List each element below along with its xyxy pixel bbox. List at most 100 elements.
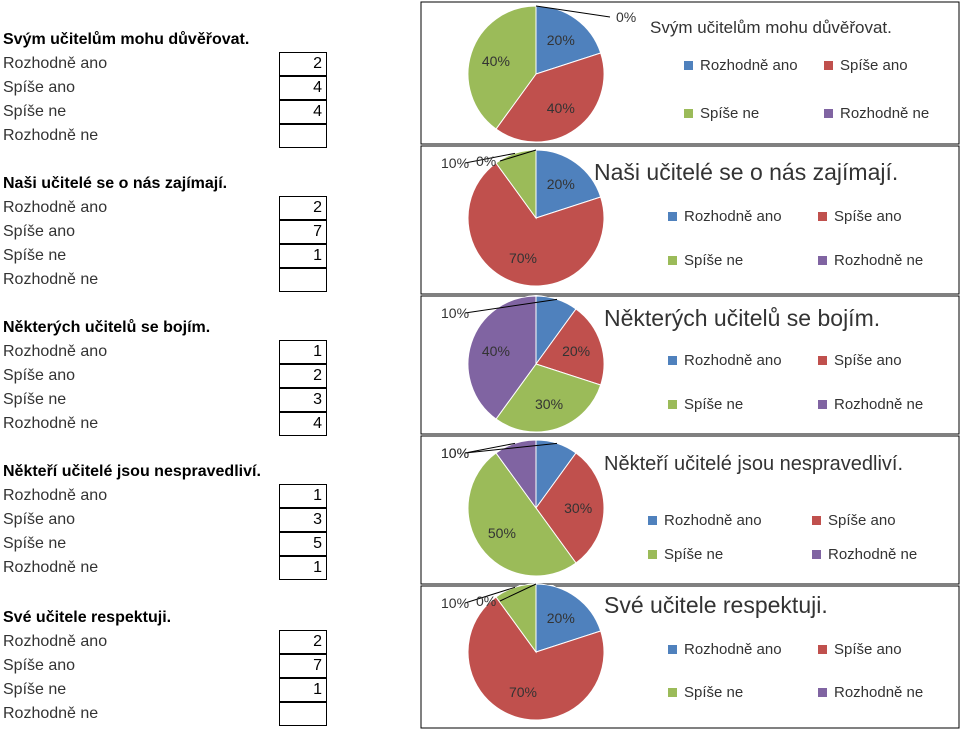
chart-title: Někteří učitelé jsou nespravedliví.: [604, 453, 903, 475]
answer-label: Spíše ano: [3, 657, 76, 674]
answer-count-cell[interactable]: 7: [279, 654, 327, 678]
legend-entry: Spíše ne: [700, 105, 759, 122]
pie-slice[interactable]: [495, 439, 537, 510]
answer-label: Spíše ne: [3, 535, 67, 552]
legend-entry: Rozhodně ne: [840, 105, 929, 122]
data-label: 20%: [547, 610, 575, 626]
leader-line: [535, 5, 611, 18]
pie-slice[interactable]: [495, 363, 602, 433]
answer-count-cell[interactable]: 7: [279, 220, 327, 244]
legend-swatch: [812, 516, 821, 525]
answer-label: Spíše ano: [3, 367, 76, 384]
answer-count-cell[interactable]: 2: [279, 364, 327, 388]
answer-count-cell[interactable]: 2: [279, 52, 327, 76]
answer-count-cell[interactable]: 1: [279, 484, 327, 508]
legend-entry: Spíše ano: [834, 208, 902, 225]
answer-count-cell[interactable]: 2: [279, 196, 327, 220]
answer-count-cell[interactable]: [279, 268, 327, 292]
answer-count-cell[interactable]: [279, 702, 327, 726]
legend-entry: Rozhodně ano: [684, 641, 782, 658]
answer-count-cell[interactable]: 3: [279, 508, 327, 532]
question-title: Naši učitelé se o nás zajímají.: [3, 175, 228, 192]
legend-entry: Spíše ano: [834, 641, 902, 658]
answer-count-cell[interactable]: 4: [279, 412, 327, 436]
data-label: 10%: [441, 305, 469, 321]
question-title: Své učitele respektuji.: [3, 609, 172, 626]
legend-swatch: [684, 61, 693, 70]
legend-swatch: [818, 212, 827, 221]
legend-swatch: [818, 645, 827, 654]
data-label: 10%: [441, 445, 469, 461]
legend-entry: Rozhodně ne: [828, 546, 917, 563]
answer-label: Rozhodně ano: [3, 343, 108, 360]
legend-entry: Spíše ne: [684, 396, 743, 413]
answer-count-cell[interactable]: 2: [279, 630, 327, 654]
legend-entry: Rozhodně ano: [700, 57, 798, 74]
chart-title: Své učitele respektuji.: [604, 592, 828, 618]
answer-label: Rozhodně ano: [3, 55, 108, 72]
pie-slice[interactable]: [535, 452, 605, 564]
data-label: 20%: [547, 176, 575, 192]
data-label: 20%: [547, 32, 575, 48]
leader-line: [464, 586, 516, 604]
answer-label: Spíše ano: [3, 79, 76, 96]
answer-count-cell[interactable]: 1: [279, 556, 327, 580]
data-label: 70%: [509, 684, 537, 700]
answer-count-cell[interactable]: 3: [279, 388, 327, 412]
data-label: 30%: [564, 500, 592, 516]
answer-count-cell[interactable]: 5: [279, 532, 327, 556]
answer-count-cell[interactable]: [279, 124, 327, 148]
pie-slice[interactable]: [467, 295, 537, 420]
legend-swatch: [818, 256, 827, 265]
answer-count-cell[interactable]: 1: [279, 678, 327, 702]
answer-count-cell[interactable]: 1: [279, 340, 327, 364]
pie-slice[interactable]: [535, 5, 602, 75]
answer-label: Rozhodně ne: [3, 271, 99, 288]
pie-slice[interactable]: [495, 52, 605, 143]
legend-swatch: [668, 212, 677, 221]
pie-slice[interactable]: [535, 149, 602, 219]
pie-slice[interactable]: [535, 583, 602, 653]
answer-count-cell[interactable]: 4: [279, 76, 327, 100]
answer-label: Spíše ne: [3, 391, 67, 408]
pie-slice[interactable]: [467, 5, 537, 130]
data-label: 0%: [616, 9, 636, 25]
answer-count-cell[interactable]: 1: [279, 244, 327, 268]
chart-title: Některých učitelů se bojím.: [604, 305, 880, 331]
data-label: 0%: [476, 593, 496, 609]
answer-label: Rozhodně ne: [3, 705, 99, 722]
legend-entry: Rozhodně ne: [834, 684, 923, 701]
pie-slice[interactable]: [535, 308, 605, 386]
pie-slice[interactable]: [467, 452, 577, 577]
legend-entry: Rozhodně ano: [684, 208, 782, 225]
data-label: 40%: [482, 343, 510, 359]
question-title: Někteří učitelé jsou nespravedliví.: [3, 463, 261, 480]
answer-count-cell[interactable]: 4: [279, 100, 327, 124]
data-label: 10%: [441, 445, 469, 461]
legend-entry: Spíše ano: [828, 512, 896, 529]
legend-swatch: [648, 550, 657, 559]
pie-slice[interactable]: [467, 162, 605, 287]
leader-line: [464, 442, 516, 454]
pie-slice[interactable]: [467, 596, 605, 721]
legend-swatch: [818, 356, 827, 365]
legend-swatch: [818, 400, 827, 409]
legend-entry: Rozhodně ne: [834, 252, 923, 269]
legend-swatch: [668, 256, 677, 265]
legend-swatch: [684, 109, 693, 118]
chart-title: Svým učitelům mohu důvěřovat.: [650, 18, 892, 37]
leader-line: [499, 149, 537, 162]
data-label: 30%: [535, 396, 563, 412]
legend-entry: Spíše ano: [834, 352, 902, 369]
answer-label: Rozhodně ne: [3, 127, 99, 144]
answer-label: Spíše ne: [3, 103, 67, 120]
legend-entry: Spíše ne: [684, 252, 743, 269]
data-label: 10%: [441, 155, 469, 171]
legend-swatch: [824, 109, 833, 118]
data-label: 10%: [441, 595, 469, 611]
data-label: 20%: [562, 343, 590, 359]
chart-title: Naši učitelé se o nás zajímají.: [594, 159, 898, 185]
legend-swatch: [812, 550, 821, 559]
